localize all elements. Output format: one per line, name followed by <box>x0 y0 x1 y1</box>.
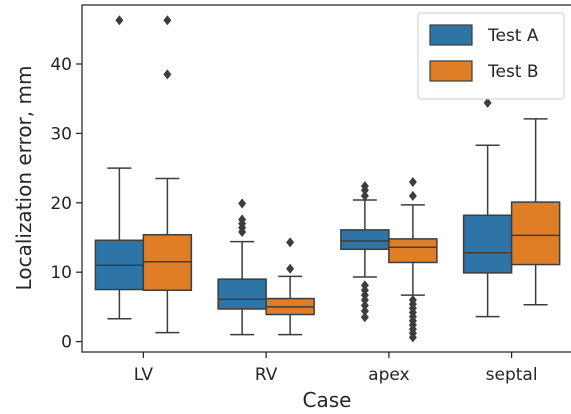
box-group <box>217 198 267 336</box>
legend-label: Test A <box>487 26 539 46</box>
outlier-point <box>286 237 295 248</box>
box-group <box>388 176 438 343</box>
legend-label: Test B <box>487 62 539 82</box>
outlier-point <box>360 190 369 201</box>
box-group <box>510 118 561 306</box>
y-tick-label: 0 <box>61 333 72 353</box>
outlier-point <box>238 198 247 209</box>
box <box>510 201 561 266</box>
y-tick-label: 30 <box>50 124 72 144</box>
outlier-point <box>163 69 172 80</box>
legend-swatch <box>429 60 473 82</box>
box-group <box>94 15 145 320</box>
outlier-point <box>360 280 369 291</box>
box-group <box>142 15 193 334</box>
x-tick-label: LV <box>134 365 154 385</box>
outlier-point <box>408 190 417 201</box>
y-tick-label: 40 <box>50 55 72 75</box>
outlier-point <box>483 97 492 108</box>
box <box>388 238 438 264</box>
x-tick-label: septal <box>486 365 538 385</box>
y-axis-label: Localization error, mm <box>12 66 36 291</box>
outlier-point <box>163 15 172 26</box>
legend: Test A Test B <box>417 12 565 100</box>
outlier-point <box>360 181 369 192</box>
box-group <box>340 181 390 323</box>
x-tick-label: apex <box>368 365 409 385</box>
plot-frame <box>81 4 571 353</box>
outlier-point <box>286 263 295 274</box>
outlier-point <box>408 176 417 187</box>
outlier-point <box>115 15 124 26</box>
box-group <box>462 97 513 318</box>
outlier-point <box>360 312 369 323</box>
x-tick-label: RV <box>255 365 278 385</box>
box <box>217 278 267 310</box>
box <box>340 229 390 251</box>
box <box>462 214 513 274</box>
outlier-point <box>360 300 369 311</box>
outlier-point <box>360 306 369 317</box>
x-axis-label: Case <box>303 388 352 412</box>
outlier-point <box>238 214 247 225</box>
y-tick-label: 10 <box>50 263 72 283</box>
box-group <box>265 237 315 336</box>
legend-swatch <box>429 24 473 46</box>
y-tick-label: 20 <box>50 194 72 214</box>
outlier-point <box>408 294 417 305</box>
